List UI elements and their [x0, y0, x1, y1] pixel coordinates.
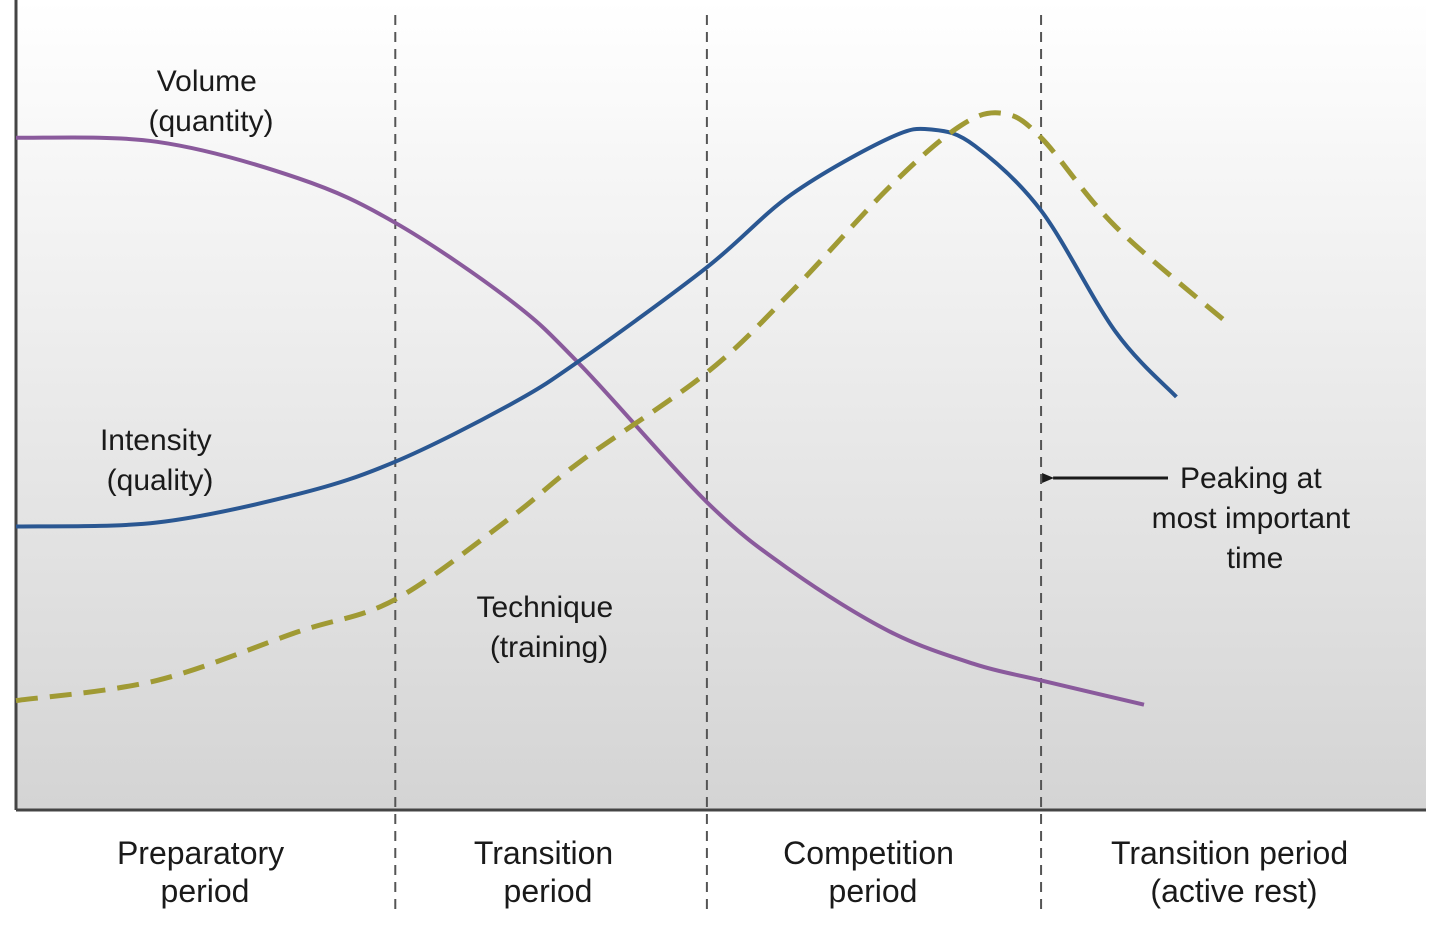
period-dividers: [394, 15, 1043, 915]
volume-curve: [15, 135, 1145, 707]
period-label-active-rest: Transition period (active rest): [1111, 835, 1357, 909]
technique-curve: [15, 110, 1231, 704]
volume-label: Volume (quantity): [148, 65, 273, 138]
plot-background: [16, 0, 1426, 810]
period-label-preparatory: Preparatory period: [117, 835, 293, 909]
period-label-transition: Transition period: [474, 835, 622, 909]
technique-label: Technique (training): [476, 591, 621, 664]
peaking-label: Peaking at most important time: [1152, 462, 1359, 575]
peaking-annotation: Peaking at most important time: [1042, 462, 1359, 575]
curves: [15, 110, 1231, 707]
intensity-curve: [15, 126, 1178, 529]
period-label-competition: Competition period: [783, 835, 963, 909]
intensity-label: Intensity (quality): [100, 424, 220, 497]
